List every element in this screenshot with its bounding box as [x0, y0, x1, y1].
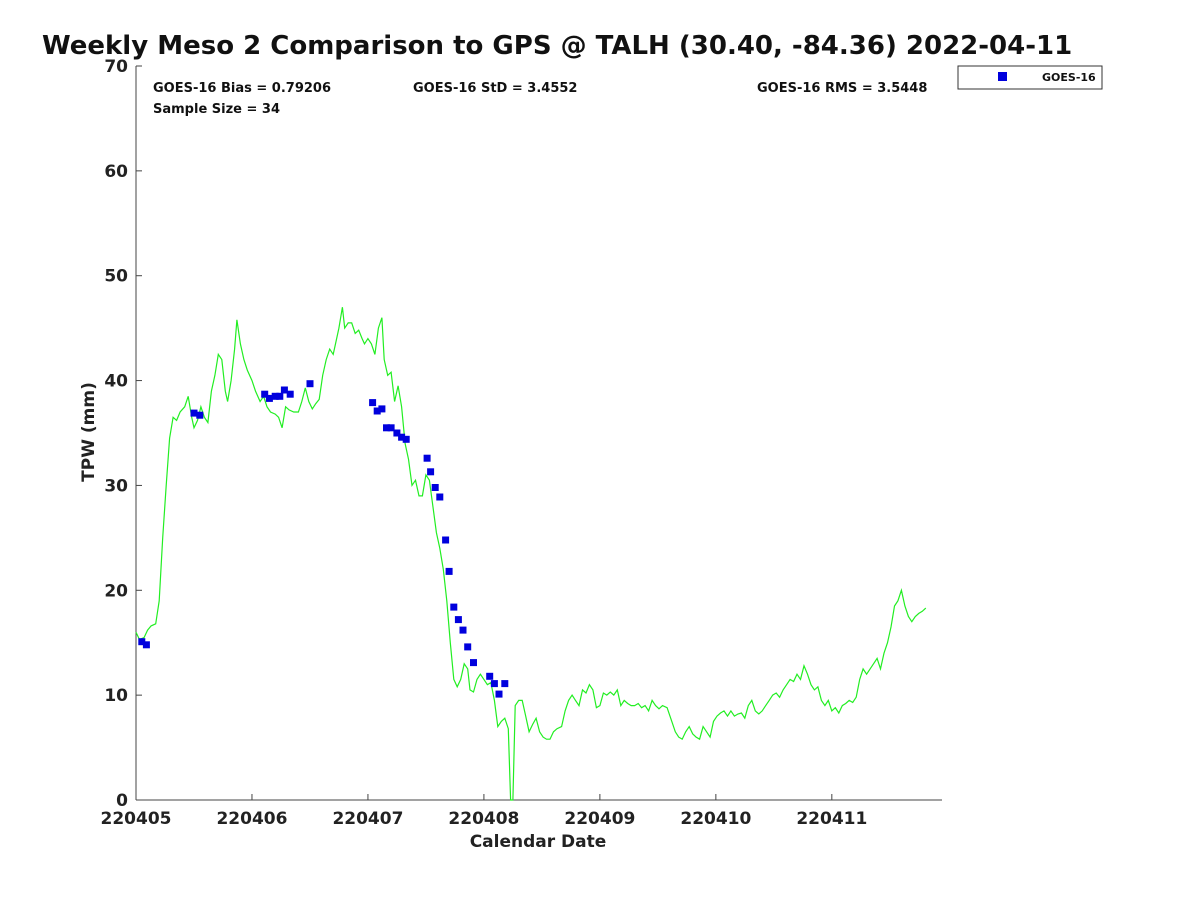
goes16-point: [369, 399, 377, 407]
legend: GOES-16: [957, 65, 1103, 90]
goes16-point: [265, 394, 273, 402]
series-layer: [135, 307, 927, 801]
goes16-point: [501, 680, 509, 688]
gps-tpw-line: [135, 307, 927, 801]
goes16-point: [427, 468, 435, 476]
goes16-point: [442, 536, 450, 544]
rms-stat: GOES-16 RMS = 3.5448: [757, 81, 927, 96]
x-axis-label: Calendar Date: [470, 832, 607, 852]
goes16-point: [495, 690, 503, 698]
goes16-point: [138, 638, 146, 646]
goes16-point: [454, 616, 462, 624]
x-tick-label: 220405: [101, 809, 172, 829]
goes16-point: [387, 424, 395, 432]
plot-area: [135, 66, 942, 801]
chart-title: Weekly Meso 2 Comparison to GPS @ TALH (…: [42, 31, 1072, 61]
y-tick-label: 10: [104, 686, 128, 706]
x-axis-ticks: 220405 220406 220407 220408 220409 220410 2204…: [101, 794, 867, 829]
x-tick-label: 220409: [564, 809, 635, 829]
y-tick-label: 0: [116, 791, 128, 811]
y-tick-label: 60: [104, 162, 128, 182]
x-tick-label: 220411: [796, 809, 867, 829]
goes16-point: [423, 454, 431, 462]
y-tick-label: 50: [104, 267, 128, 287]
goes16-point: [470, 659, 477, 667]
y-tick-label: 70: [104, 57, 128, 77]
goes16-point: [286, 390, 294, 398]
legend-marker: [998, 72, 1007, 81]
goes16-point: [450, 603, 458, 611]
x-tick-label: 220408: [448, 809, 519, 829]
goes16-point: [486, 672, 494, 680]
goes16-point: [306, 380, 314, 388]
goes16-point: [431, 484, 439, 491]
goes16-point: [373, 407, 381, 415]
y-tick-label: 20: [104, 581, 128, 601]
goes16-point: [280, 386, 288, 394]
x-tick-label: 220407: [332, 809, 403, 829]
goes16-point: [402, 435, 410, 443]
goes16-point: [261, 390, 269, 398]
goes16-point: [276, 392, 284, 400]
x-tick-label: 220406: [216, 809, 287, 829]
goes16-point: [490, 680, 498, 688]
goes16-point: [436, 493, 444, 501]
bias-stat: GOES-16 Bias = 0.79206: [153, 81, 331, 96]
goes16-point: [398, 433, 406, 441]
goes16-point: [464, 643, 472, 651]
goes16-point: [190, 409, 198, 417]
goes16-point: [271, 392, 279, 400]
y-tick-label: 30: [104, 476, 128, 496]
goes16-point: [142, 641, 150, 649]
sample-size-stat: Sample Size = 34: [153, 102, 280, 117]
std-stat: GOES-16 StD = 3.4552: [413, 81, 577, 96]
x-tick-label: 220410: [680, 809, 751, 829]
legend-label: GOES-16: [1042, 71, 1096, 84]
goes16-point: [196, 411, 204, 419]
goes16-point: [393, 429, 401, 437]
goes16-point: [445, 567, 453, 575]
y-axis-label: TPW (mm): [79, 382, 99, 482]
goes16-point: [459, 626, 467, 634]
y-axis-ticks: 0 10 20 30 40 50 60 70: [104, 57, 142, 811]
goes16-point: [383, 424, 390, 432]
legend-box: [957, 65, 1103, 90]
goes16-point: [378, 405, 386, 413]
y-tick-label: 40: [104, 372, 128, 392]
